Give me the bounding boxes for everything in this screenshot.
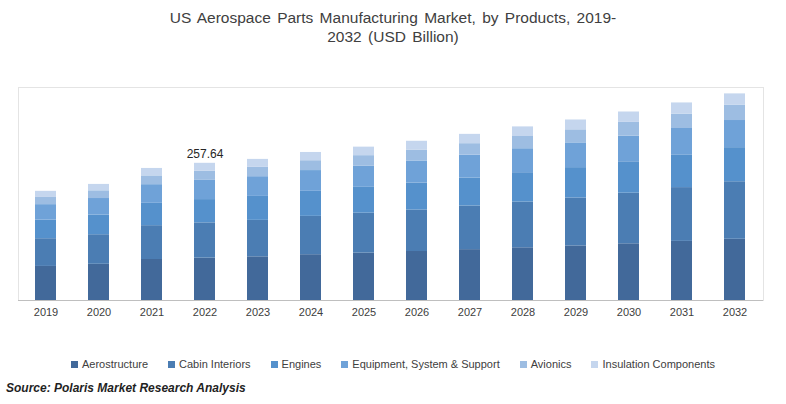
svg-text:2029: 2029: [564, 306, 588, 318]
html-text:Aerostructure: Aerostructure: [82, 358, 148, 370]
svg-text:2020: 2020: [87, 306, 111, 318]
html-text:Insulation Components: Insulation Components: [602, 358, 715, 370]
svg-text:2032: 2032: [723, 306, 747, 318]
html-text:Engines: Engines: [281, 358, 322, 370]
svg-text:2030: 2030: [617, 306, 641, 318]
html-text:Equipment, System & Support: Equipment, System & Support: [352, 358, 500, 370]
svg-text:257.64: 257.64: [187, 147, 224, 161]
svg-text:2022: 2022: [193, 306, 217, 318]
svg-text:2028: 2028: [511, 306, 535, 318]
html-text:US Aerospace Parts Manufacturi: US Aerospace Parts Manufacturing Market,…: [169, 9, 617, 45]
html-text:Source: Polaris Market Researc: Source: Polaris Market Research Analysis: [6, 381, 246, 395]
svg-text:2026: 2026: [405, 306, 429, 318]
html-text:Avionics: Avionics: [530, 358, 572, 370]
svg-text:2024: 2024: [299, 306, 323, 318]
svg-text:2025: 2025: [352, 306, 376, 318]
svg-text:2031: 2031: [670, 306, 694, 318]
svg-text:2021: 2021: [140, 306, 164, 318]
svg-text:2027: 2027: [458, 306, 482, 318]
html-text:Cabin Interiors: Cabin Interiors: [179, 358, 251, 370]
svg-text:2023: 2023: [246, 306, 270, 318]
svg-text:2019: 2019: [34, 306, 58, 318]
